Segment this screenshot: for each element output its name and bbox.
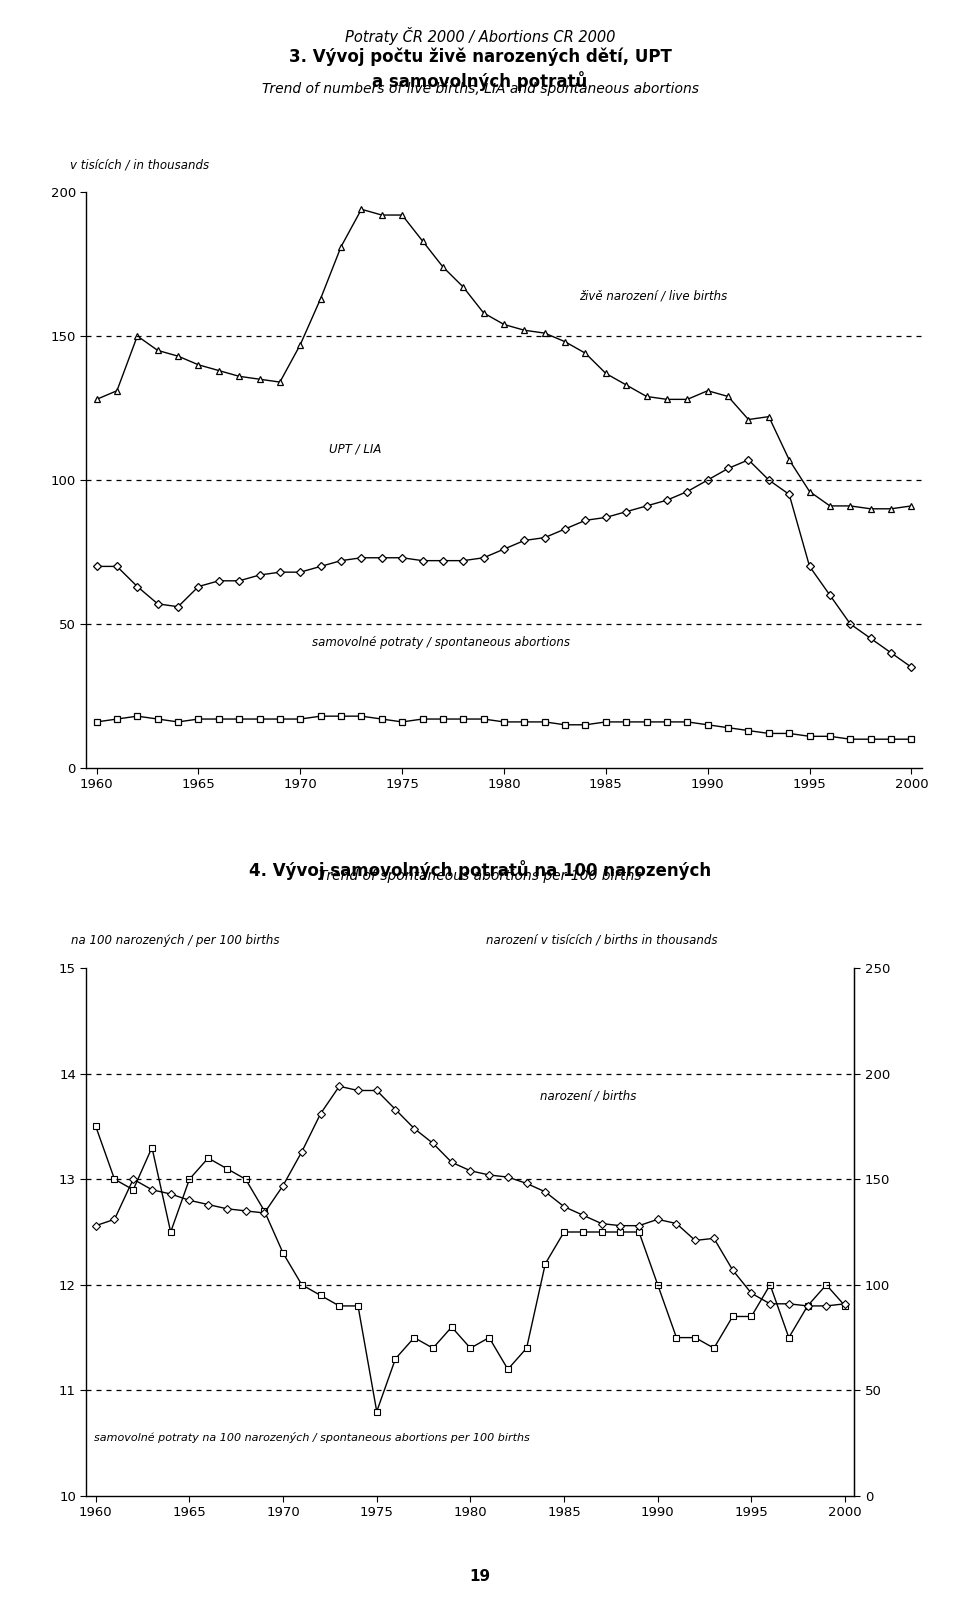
Text: na 100 narozených / per 100 births: na 100 narozených / per 100 births bbox=[71, 934, 279, 947]
Text: Trend of numbers of live births, LIA and spontaneous abortions: Trend of numbers of live births, LIA and… bbox=[261, 82, 699, 96]
Text: 3. Vývoj počtu živě narozených dětí, UPT
a samovolných potratů: 3. Vývoj počtu živě narozených dětí, UPT… bbox=[289, 48, 671, 91]
Text: narození / births: narození / births bbox=[540, 1090, 636, 1102]
Text: v tisících / in thousands: v tisících / in thousands bbox=[70, 158, 209, 171]
Text: narození v tisících / births in thousands: narození v tisících / births in thousand… bbox=[486, 934, 717, 947]
Text: samovolné potraty na 100 narozených / spontaneous abortions per 100 births: samovolné potraty na 100 narozených / sp… bbox=[94, 1432, 530, 1443]
Text: živě narození / live births: živě narození / live births bbox=[579, 290, 728, 302]
Text: Trend of spontaneous abortions per 100 births: Trend of spontaneous abortions per 100 b… bbox=[319, 869, 641, 883]
Text: samovolné potraty / spontaneous abortions: samovolné potraty / spontaneous abortion… bbox=[312, 635, 570, 648]
Text: 4. Vývoj samovolných potratů na 100 narozených: 4. Vývoj samovolných potratů na 100 naro… bbox=[249, 861, 711, 880]
Text: Potraty ČR 2000 / Abortions CR 2000: Potraty ČR 2000 / Abortions CR 2000 bbox=[345, 27, 615, 45]
Text: 19: 19 bbox=[469, 1570, 491, 1584]
Text: UPT / LIA: UPT / LIA bbox=[328, 443, 381, 456]
